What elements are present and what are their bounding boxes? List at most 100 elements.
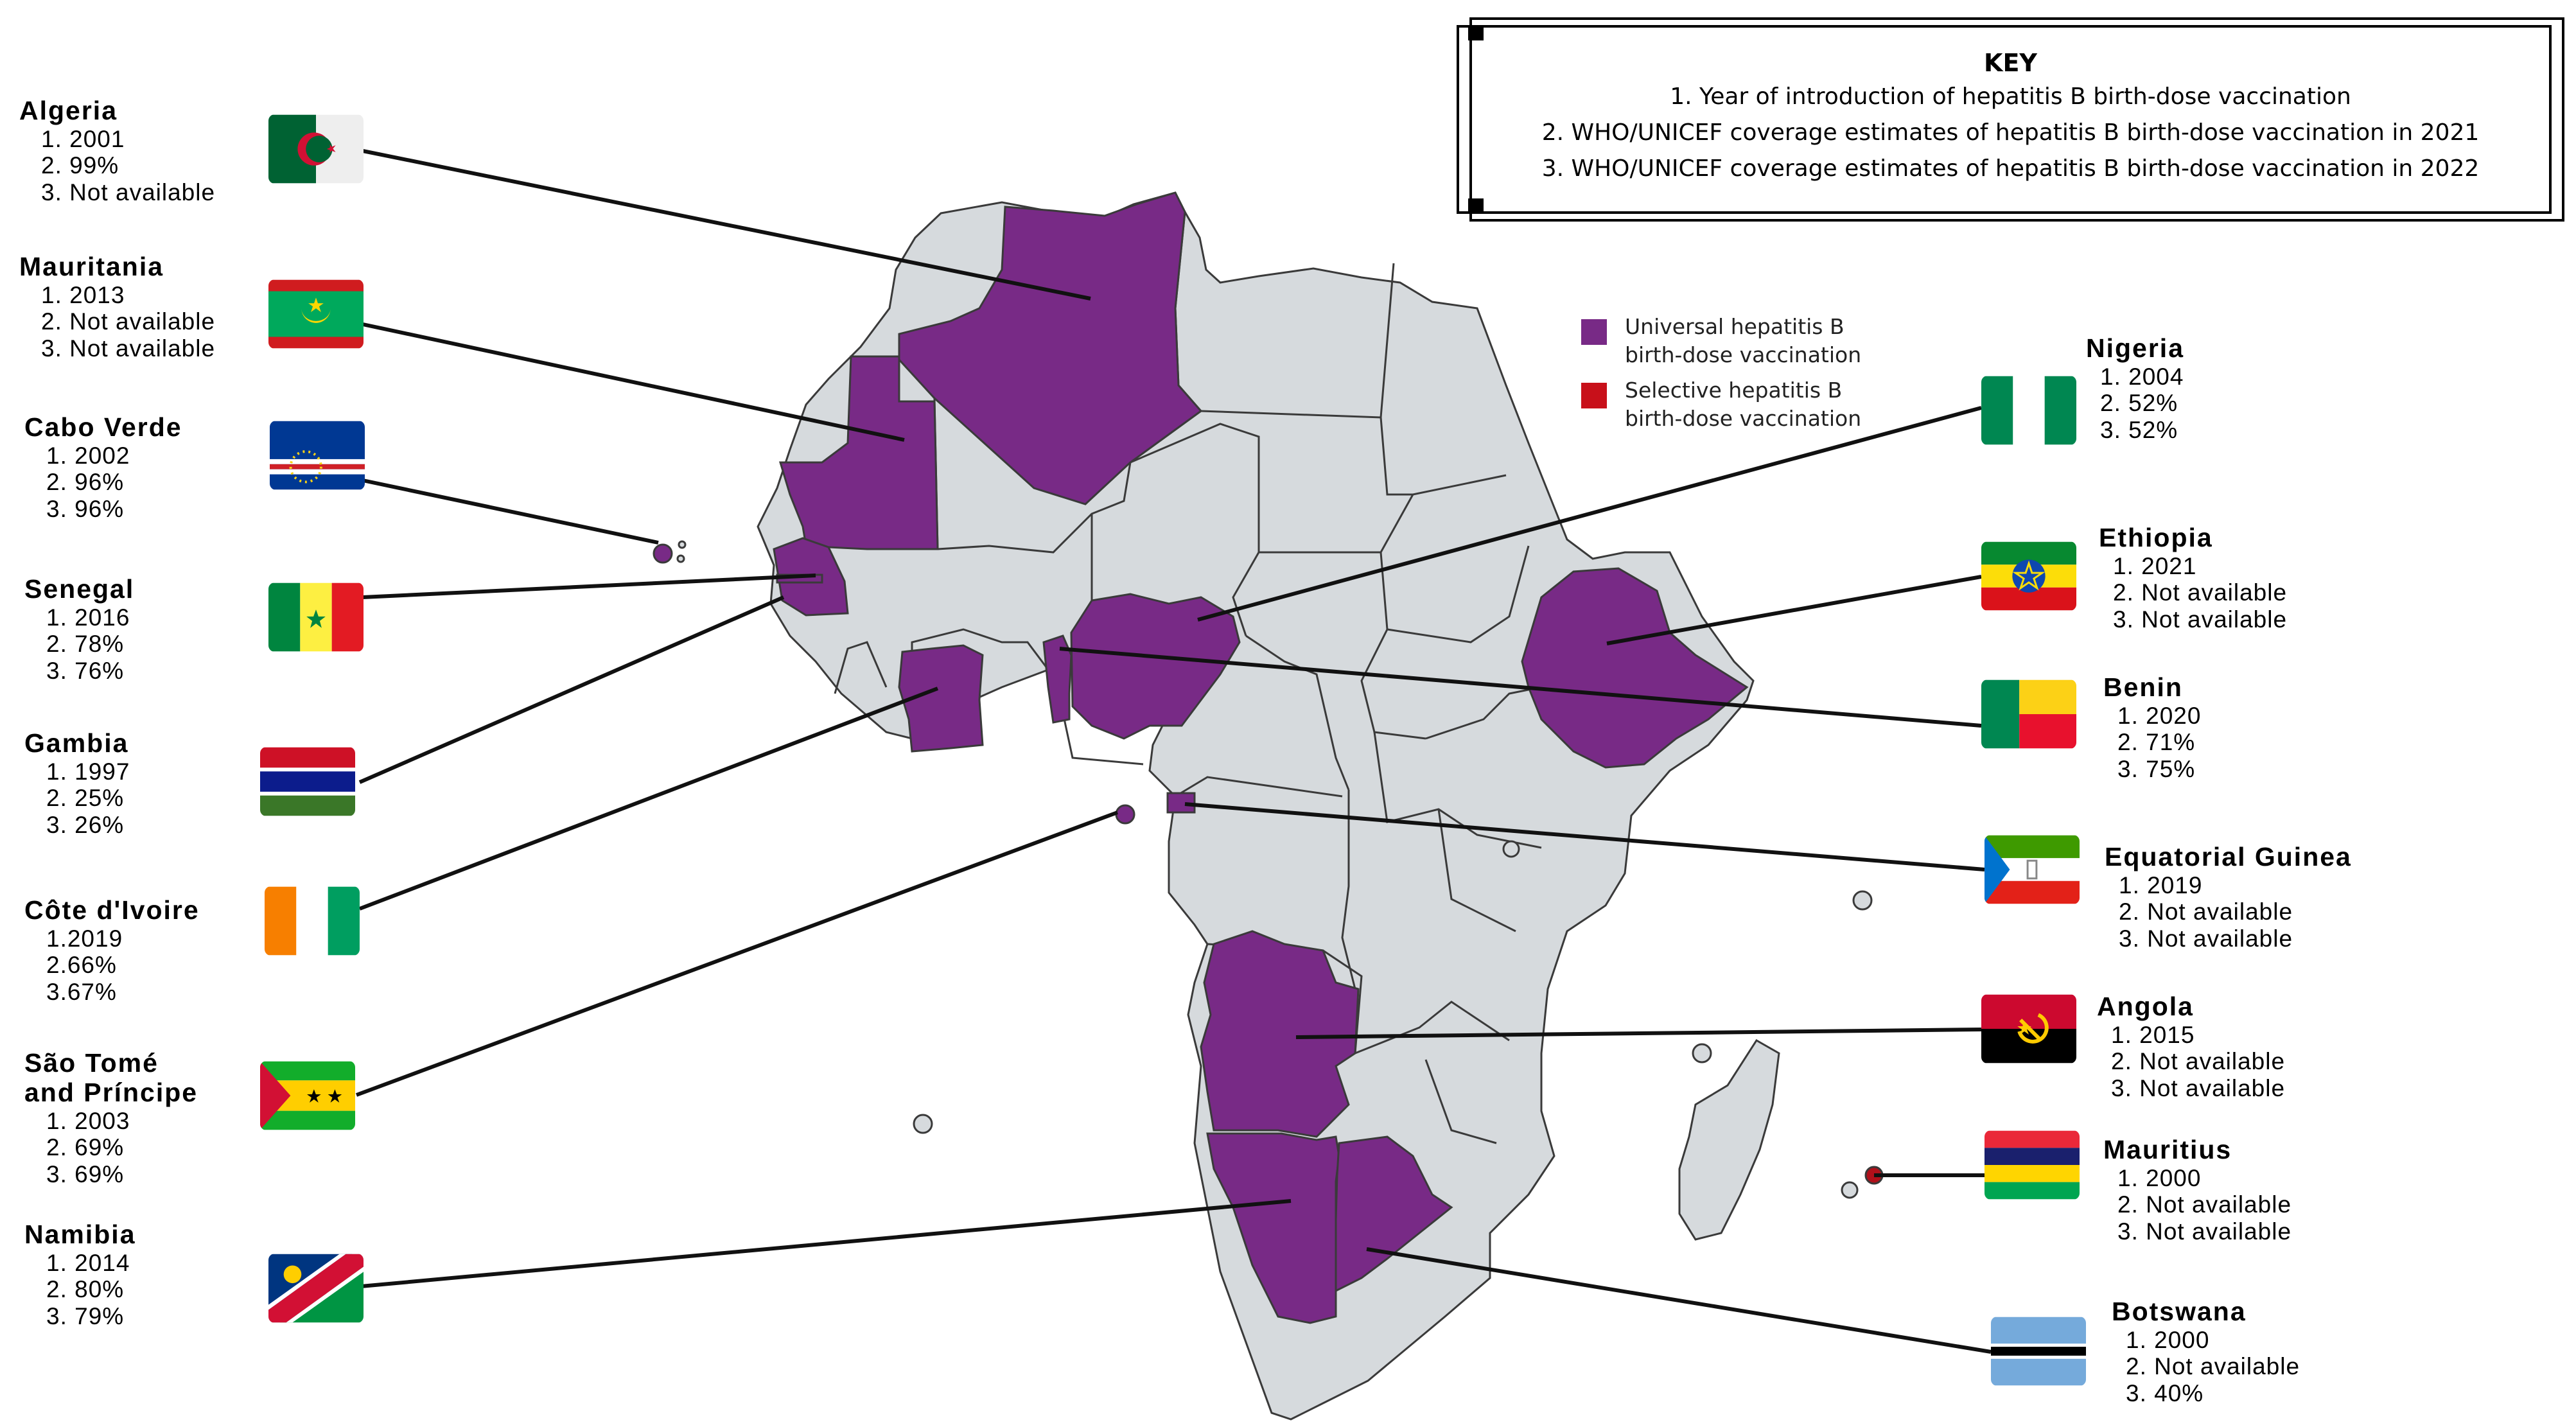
country-name: Senegal xyxy=(24,574,135,604)
nigeria-flag xyxy=(1981,376,2076,445)
stat-2021: 2. 99% xyxy=(41,152,119,179)
key-item-3: 3. WHO/UNICEF coverage estimates of hepa… xyxy=(1541,155,2480,182)
key-title: KEY xyxy=(1984,49,2037,77)
sao-tome-island xyxy=(1115,804,1135,825)
senegal-flag xyxy=(268,582,364,652)
nigeria-shape xyxy=(1070,593,1241,740)
stat-2022: 3. 79% xyxy=(46,1302,125,1329)
stat-year: 1. 1997 xyxy=(46,758,130,785)
stat-year: 1. 2000 xyxy=(2117,1164,2202,1191)
key-corner xyxy=(1468,198,1484,214)
universal-legend-line1: Universal hepatitis B xyxy=(1625,314,1844,339)
country-senegal: Senegal 1. 2016 2. 78% 3. 76% xyxy=(24,574,135,684)
ethiopia-shape xyxy=(1521,567,1749,769)
stat-year: 1. 2004 xyxy=(2100,363,2184,390)
country-mauritania: Mauritania 1. 2013 2. Not available 3. N… xyxy=(19,252,215,362)
key-item-1: 1. Year of introduction of hepatitis B b… xyxy=(1670,83,2351,110)
madagascar xyxy=(1678,1038,1780,1241)
mauritania-flag xyxy=(268,279,364,349)
stat-year: 1. 2000 xyxy=(2126,1326,2210,1353)
country-ethiopia: Ethiopia 1. 2021 2. Not available 3. Not… xyxy=(2099,523,2287,633)
stat-2022: 3. 96% xyxy=(46,495,125,522)
country-name: Equatorial Guinea xyxy=(2105,842,2352,871)
stat-year: 1. 2001 xyxy=(41,125,125,152)
country-sao-tome: São Tomé and Príncipe 1. 2003 2. 69% 3. … xyxy=(24,1048,198,1187)
stat-year: 1. 2002 xyxy=(46,442,130,469)
stat-year: 1. 2015 xyxy=(2111,1021,2195,1048)
key-content: KEY 1. Year of introduction of hepatitis… xyxy=(1469,47,2552,187)
algeria-flag xyxy=(268,114,364,184)
botswana-shape xyxy=(1335,1135,1453,1293)
selective-legend-line2: birth-dose vaccination xyxy=(1625,406,1862,431)
stat-2021: 2. 96% xyxy=(46,469,125,496)
country-name: Angola xyxy=(2097,992,2194,1021)
country-botswana: Botswana 1. 2000 2. Not available 3. 40% xyxy=(2112,1297,2300,1406)
stat-2022: 3. Not available xyxy=(2119,925,2293,952)
stat-2021: 2. Not available xyxy=(2119,898,2293,925)
leader-lines xyxy=(355,149,1992,1354)
stat-2021: 2. Not available xyxy=(2126,1353,2300,1380)
selective-legend: Selective hepatitis B birth-dose vaccina… xyxy=(1625,376,1861,433)
country-name: Cabo Verde xyxy=(24,412,182,442)
country-benin: Benin 1. 2020 2. 71% 3. 75% xyxy=(2103,672,2201,782)
country-name: Algeria xyxy=(19,96,118,125)
country-namibia: Namibia 1. 2014 2. 80% 3. 79% xyxy=(24,1220,136,1329)
stat-2021: 2. 52% xyxy=(2100,390,2178,417)
namibia-flag xyxy=(268,1254,364,1323)
stat-year: 1. 2014 xyxy=(46,1249,130,1276)
gambia-flag xyxy=(260,747,355,816)
stat-2022: 3. Not available xyxy=(2111,1074,2286,1101)
equatorial-guinea-flag xyxy=(1985,835,2080,904)
country-angola: Angola 1. 2015 2. Not available 3. Not a… xyxy=(2097,992,2285,1101)
country-name: Ethiopia xyxy=(2099,523,2213,552)
benin-shape xyxy=(1042,635,1073,724)
stat-2022: 3. 26% xyxy=(46,811,125,838)
key-box: KEY 1. Year of introduction of hepatitis… xyxy=(1457,17,2564,222)
stat-2021: 2. Not available xyxy=(2113,579,2288,606)
country-equatorial-guinea: Equatorial Guinea 1. 2019 2. Not availab… xyxy=(2105,842,2352,952)
mauritius-flag xyxy=(1985,1130,2080,1200)
selective-swatch xyxy=(1581,383,1607,408)
country-name: Gambia xyxy=(24,728,129,758)
country-nigeria: Nigeria 1. 2004 2. 52% 3. 52% xyxy=(2086,333,2184,443)
stat-2022: 3. 69% xyxy=(46,1160,125,1187)
stat-2021: 2. 69% xyxy=(46,1134,125,1161)
stat-2022: 3.67% xyxy=(46,978,117,1005)
country-name: Mauritius xyxy=(2103,1135,2232,1164)
stat-2022: 3. Not available xyxy=(41,335,216,362)
cabo-verde-island xyxy=(653,543,673,564)
country-name: Côte d'Ivoire xyxy=(24,895,200,925)
stat-year: 1. 2021 xyxy=(2113,552,2197,579)
key-corner xyxy=(1468,25,1484,40)
stat-2022: 3. 40% xyxy=(2126,1379,2204,1406)
sao-tome-flag xyxy=(260,1061,355,1130)
stat-2022: 3. Not available xyxy=(41,179,216,206)
stat-2021: 2. Not available xyxy=(2111,1048,2286,1075)
stat-year: 1. 2016 xyxy=(46,604,130,631)
stat-2021: 2. 78% xyxy=(46,631,125,658)
ethiopia-flag xyxy=(1981,541,2076,611)
country-name: Namibia xyxy=(24,1220,136,1249)
stat-2022: 3. 75% xyxy=(2117,755,2196,782)
universal-swatch xyxy=(1581,319,1607,345)
stat-year: 1. 2003 xyxy=(46,1107,130,1134)
country-name: São Tomé xyxy=(24,1048,159,1078)
country-gambia: Gambia 1. 1997 2. 25% 3. 26% xyxy=(24,728,130,838)
benin-flag xyxy=(1981,679,2076,749)
country-cabo-verde: Cabo Verde 1. 2002 2. 96% 3. 96% xyxy=(24,412,182,522)
stat-2022: 3. 52% xyxy=(2100,416,2178,443)
stat-2021: 2. Not available xyxy=(2117,1191,2292,1218)
angola-flag xyxy=(1981,994,2076,1064)
country-algeria: Algeria 1. 2001 2. 99% 3. Not available xyxy=(19,96,215,206)
stat-year: 1.2019 xyxy=(46,925,123,952)
key-frame-outer xyxy=(1457,25,2552,214)
key-frame-inner xyxy=(1469,17,2564,222)
stat-year: 1. 2013 xyxy=(41,281,125,308)
cabo-verde-flag xyxy=(270,421,365,490)
universal-legend: Universal hepatitis B birth-dose vaccina… xyxy=(1625,313,1861,369)
selective-legend-line1: Selective hepatitis B xyxy=(1625,378,1843,403)
botswana-flag xyxy=(1991,1317,2086,1386)
stat-2021: 2. 25% xyxy=(46,785,125,812)
